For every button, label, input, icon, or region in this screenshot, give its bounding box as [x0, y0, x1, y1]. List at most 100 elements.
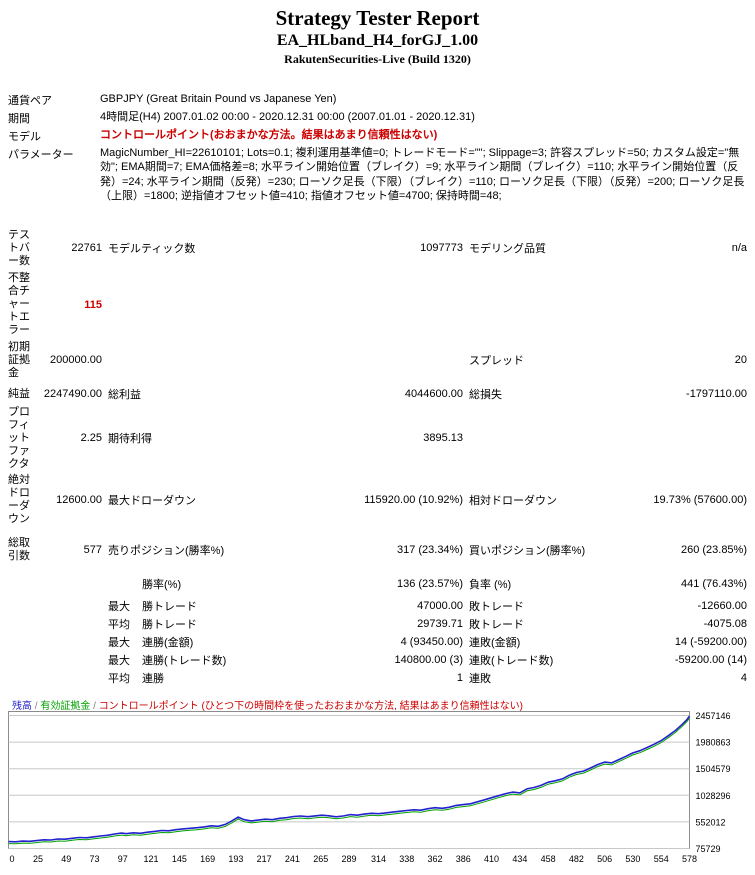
stat-value — [38, 597, 102, 615]
table-row: 総取引数 577 売りポジション(勝率%) 317 (23.34%) 買いポジシ… — [8, 529, 747, 571]
stat-label: 売りポジション(勝率%) — [108, 545, 225, 558]
stat-label: 最大 連勝(金額) — [102, 633, 282, 651]
table-row: テストバー数 22761 モデルティック数 1097773 モデリング品質 n/… — [8, 224, 747, 272]
stat-row-header: 純益 — [8, 387, 30, 400]
stat-row-header: 初期証拠金 — [8, 340, 30, 379]
info-value-symbol: GBPJPY (Great Britain Pound vs Japanese … — [100, 93, 337, 105]
stat-value: -59200.00 (14) — [674, 654, 747, 667]
stat-value: 20 — [734, 354, 747, 367]
table-row: パラメーター MagicNumber_HI=22610101; Lots=0.1… — [8, 145, 747, 204]
stat-prefix: 最大 — [108, 655, 130, 668]
stat-value: 200000.00 — [50, 354, 102, 367]
stat-value — [38, 633, 102, 651]
stat-value: 4044600.00 — [404, 388, 463, 401]
y-axis-label: 552012 — [696, 818, 726, 828]
stat-value: n/a — [731, 242, 747, 255]
stat-label-text: 勝率(%) — [142, 579, 182, 592]
stat-value-errors: 115 — [84, 298, 102, 311]
info-value-model: コントロールポイント(おおまかな方法。結果はあまり信頼性はない) — [100, 129, 438, 141]
table-row: 純益 2247490.00 総利益 4044600.00 総損失 -179711… — [8, 383, 747, 405]
stat-value: 136 (23.57%) — [396, 578, 463, 591]
stat-label-text: 連勝(トレード数) — [142, 655, 227, 668]
stat-label: 最大 連勝(トレード数) — [102, 651, 282, 669]
stat-value — [615, 272, 747, 337]
stat-label: スプレッド — [469, 355, 524, 368]
stat-prefix: 平均 — [108, 673, 130, 686]
stat-value: 260 (23.85%) — [680, 544, 747, 557]
info-label-period: 期間 — [8, 113, 30, 125]
table-row: 平均 連勝 1 連敗 4 — [8, 669, 747, 687]
server-build: RakutenSecurities-Live (Build 1320) — [284, 52, 471, 66]
chart-legend: 残高 / 有効証拠金 / コントロールポイント (ひとつ下の時間枠を使ったおおま… — [12, 697, 523, 712]
stat-label: 勝率(%) — [102, 571, 282, 597]
stat-row-header — [8, 571, 38, 597]
stat-label: 総利益 — [108, 389, 141, 402]
stat-label: 負率 (%) — [469, 579, 512, 592]
stat-label: 平均 連勝 — [102, 669, 282, 687]
info-label-model: モデル — [8, 131, 41, 143]
stat-label — [102, 337, 282, 383]
ea-title: EA_HLband_H4_forGJ_1.00 — [276, 32, 479, 49]
stat-row-header — [8, 669, 38, 687]
stat-value: 14 (-59200.00) — [674, 636, 747, 649]
y-axis-label: 1504579 — [696, 764, 731, 774]
info-label-params: パラメーター — [8, 149, 74, 161]
stat-value — [38, 571, 102, 597]
balance-chart-canvas: 2457146198086315045791028296552012757290… — [8, 711, 731, 864]
stat-row-header — [8, 615, 38, 633]
stat-label-text: 勝トレード — [142, 619, 197, 632]
stat-label: 最大 勝トレード — [102, 597, 282, 615]
stat-row-header — [8, 597, 38, 615]
stat-label-text: 連勝(金額) — [142, 637, 194, 650]
stat-value — [38, 615, 102, 633]
y-axis-label: 1028296 — [696, 791, 731, 801]
stat-label — [102, 272, 282, 337]
table-row: 不整合チャートエラー 115 — [8, 272, 747, 337]
legend-separator: / — [32, 701, 41, 713]
stat-label: 買いポジション(勝率%) — [469, 545, 586, 558]
stat-prefix: 最大 — [108, 601, 130, 614]
table-row: 通貨ペア GBPJPY (Great Britain Pound vs Japa… — [8, 91, 747, 109]
stat-value: -1797110.00 — [686, 388, 747, 401]
table-row: 初期証拠金 200000.00 スプレッド 20 — [8, 337, 747, 383]
stat-value: 2.25 — [80, 432, 102, 445]
table-row: 絶対ドローダウン 12600.00 最大ドローダウン 115920.00 (10… — [8, 471, 747, 529]
stat-value: 22761 — [71, 242, 102, 255]
equity-line — [8, 717, 690, 845]
stat-label: 平均 勝トレード — [102, 615, 282, 633]
stat-row-header: プロフィットファクタ — [8, 405, 30, 470]
stat-value: 140800.00 (3) — [394, 654, 464, 667]
stat-value: 29739.71 — [417, 618, 463, 631]
stat-value: 317 (23.34%) — [396, 544, 463, 557]
legend-separator: / — [90, 701, 99, 713]
stat-label: モデルティック数 — [108, 243, 196, 256]
legend-model: コントロールポイント (ひとつ下の時間枠を使ったおおまかな方法, 結果はあまり信… — [98, 701, 523, 713]
stat-label: 総損失 — [469, 389, 502, 402]
stat-value: 47000.00 — [417, 600, 463, 613]
stat-value: 1097773 — [420, 242, 463, 255]
stat-label: モデリング品質 — [469, 243, 546, 256]
stat-row-header: 絶対ドローダウン — [8, 474, 30, 526]
balance-chart: 2457146 1980863 1504579 1028296 552012 75729 0… — [8, 697, 747, 869]
legend-equity: 有効証拠金 — [40, 701, 91, 713]
stat-value: 1 — [456, 672, 463, 685]
stat-label: 敗トレード — [469, 601, 524, 614]
stat-value — [38, 651, 102, 669]
table-row: 勝率(%) 136 (23.57%) 負率 (%) 441 (76.43%) — [8, 571, 747, 597]
stat-value: 4 (93450.00) — [400, 636, 463, 649]
stat-row-header: テストバー数 — [8, 228, 30, 267]
stat-value: 19.73% (57600.00) — [653, 494, 747, 507]
report-info-table: 通貨ペア GBPJPY (Great Britain Pound vs Japa… — [8, 91, 747, 204]
stat-label — [463, 272, 615, 337]
stat-label: 最大ドローダウン — [108, 495, 196, 508]
stat-value — [282, 272, 463, 337]
table-row: モデル コントロールポイント(おおまかな方法。結果はあまり信頼性はない) — [8, 127, 747, 145]
info-label-symbol: 通貨ペア — [8, 95, 52, 107]
stat-label: 相対ドローダウン — [469, 495, 557, 508]
table-row: 平均 勝トレード 29739.71 敗トレード -4075.08 — [8, 615, 747, 633]
stat-value — [282, 337, 463, 383]
stat-label: 連敗(金額) — [469, 637, 521, 650]
stat-label: 連敗(トレード数) — [469, 655, 554, 668]
stat-label: 期待利得 — [108, 433, 152, 446]
stat-label-text: 勝トレード — [142, 601, 197, 614]
